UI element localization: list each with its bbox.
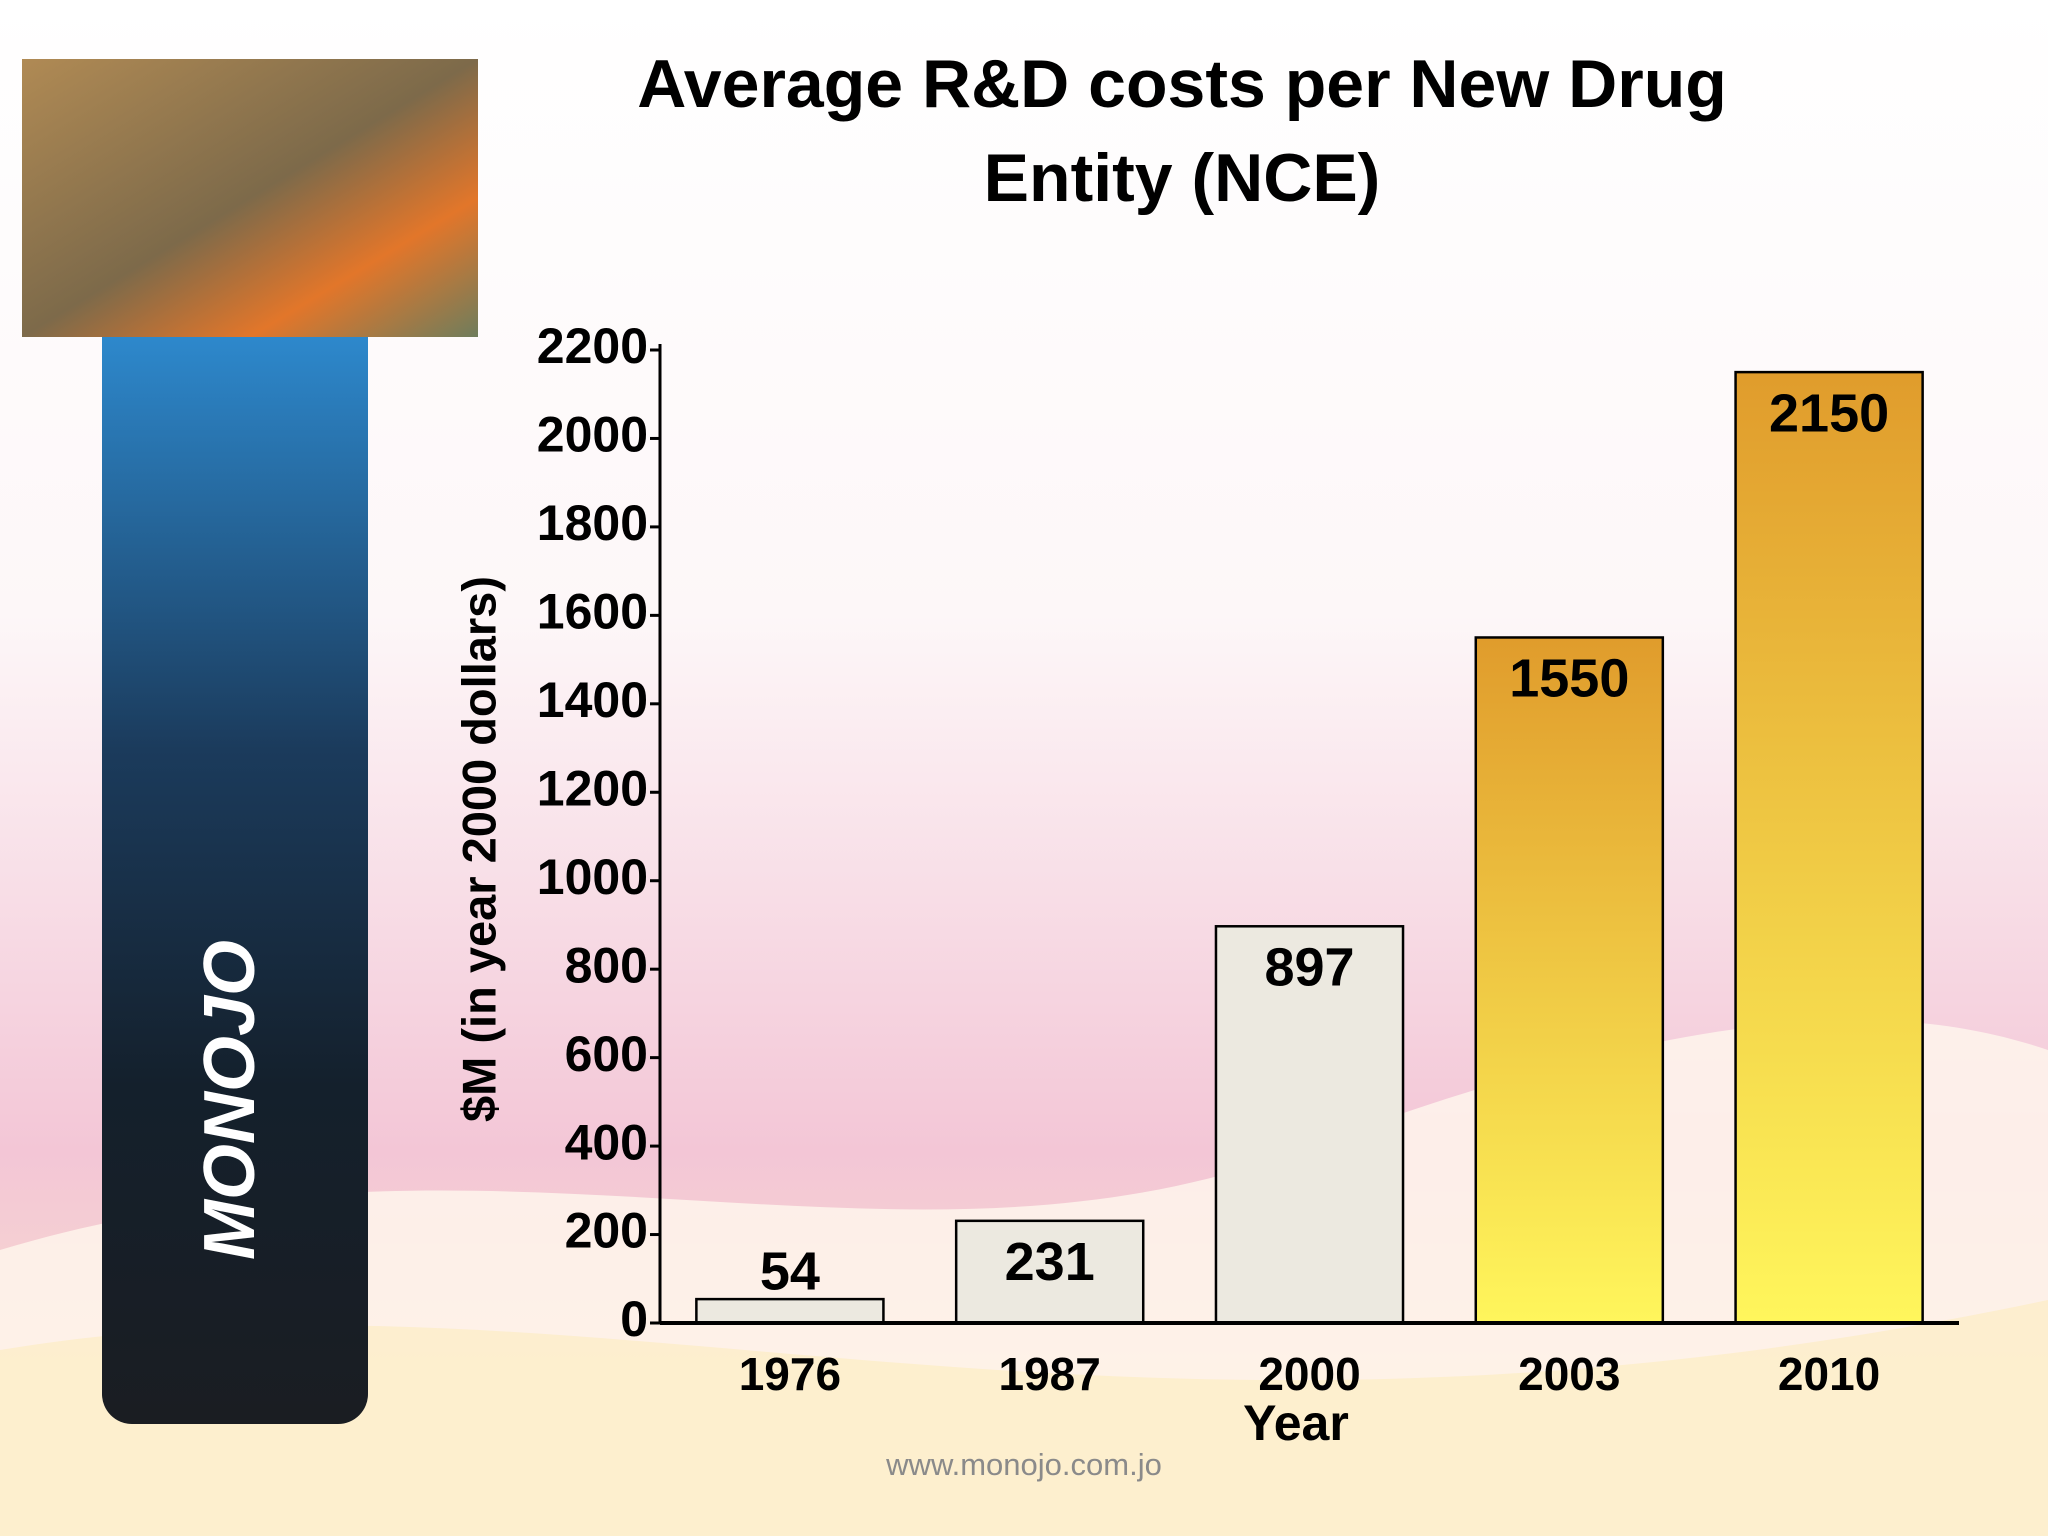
chart-title: Entity (NCE) bbox=[984, 140, 1381, 216]
background-swoosh bbox=[0, 1300, 2048, 1536]
x-tick-label: 2000 bbox=[1258, 1348, 1360, 1400]
y-tick-label: 1800 bbox=[537, 495, 648, 551]
x-tick-label: 1976 bbox=[739, 1348, 841, 1400]
y-tick-label: 800 bbox=[565, 937, 648, 993]
y-tick-label: 0 bbox=[620, 1291, 648, 1347]
value-label: 54 bbox=[760, 1241, 820, 1301]
y-tick-label: 400 bbox=[565, 1114, 648, 1170]
value-label: 897 bbox=[1264, 938, 1354, 998]
chart-title: Average R&D costs per New Drug bbox=[637, 46, 1727, 122]
logo-panel bbox=[102, 300, 368, 1424]
y-tick-label: 1600 bbox=[537, 584, 648, 640]
value-label: 231 bbox=[1005, 1232, 1095, 1292]
value-label: 1550 bbox=[1509, 649, 1629, 709]
x-tick-label: 1987 bbox=[999, 1348, 1101, 1400]
y-axis-title: $M (in year 2000 dollars) bbox=[452, 576, 505, 1122]
photo bbox=[22, 59, 478, 337]
y-tick-label: 1400 bbox=[537, 672, 648, 728]
y-tick-label: 1200 bbox=[537, 760, 648, 816]
x-axis-title: Year bbox=[1243, 1395, 1349, 1451]
bar bbox=[1734, 370, 1924, 1325]
y-tick-label: 200 bbox=[565, 1203, 648, 1259]
footer-url: www.monojo.com.jo bbox=[885, 1447, 1162, 1482]
y-tick-label: 2000 bbox=[537, 407, 648, 463]
bar bbox=[1474, 636, 1665, 1325]
bar bbox=[1214, 925, 1405, 1325]
bar bbox=[695, 1297, 885, 1325]
y-tick-label: 2200 bbox=[537, 318, 648, 374]
bar bbox=[954, 1219, 1145, 1325]
x-tick-label: 2003 bbox=[1518, 1348, 1620, 1400]
x-tick-label: 2010 bbox=[1778, 1348, 1880, 1400]
y-tick-label: 600 bbox=[565, 1026, 648, 1082]
y-tick-label: 1000 bbox=[537, 849, 648, 905]
value-label: 2150 bbox=[1769, 383, 1889, 443]
logo-text: MONOJO bbox=[190, 940, 270, 1260]
